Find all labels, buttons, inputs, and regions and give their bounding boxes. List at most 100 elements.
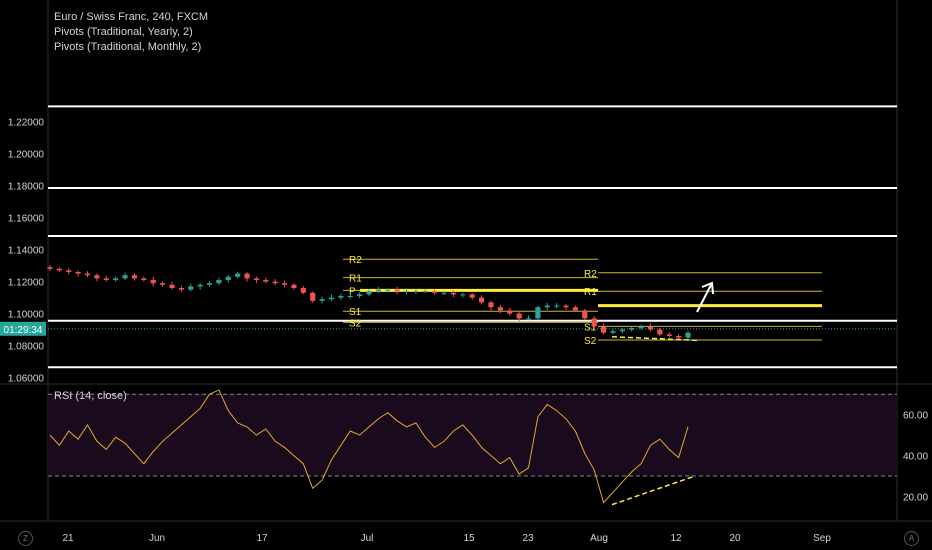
candle-body (150, 280, 156, 284)
rsi-tick-label: 60.00 (903, 411, 928, 422)
candle-body (225, 276, 231, 280)
candle-body (385, 289, 391, 291)
price-tag-label: 01:29:34 (4, 325, 43, 336)
y-tick-label: 1.06000 (8, 374, 45, 385)
y-tick-label: 1.10000 (8, 310, 45, 321)
price-tag (0, 321, 46, 336)
x-tick-label: Jun (149, 533, 165, 544)
candle-body (291, 284, 297, 288)
candle-body (647, 326, 654, 330)
candle-body (216, 280, 222, 284)
candle-body (610, 331, 616, 333)
y-tick-label: 1.08000 (8, 342, 45, 353)
x-tick-label: Aug (590, 533, 608, 544)
up-arrow-shaft (696, 282, 713, 313)
candle-body (122, 275, 128, 279)
candle-body (235, 273, 241, 277)
candle-body (131, 275, 138, 279)
candle-body (507, 310, 513, 314)
candle-body (197, 284, 203, 287)
y-tick-label: 1.16000 (8, 214, 45, 225)
candle-body (319, 299, 325, 301)
pivot-label: R2 (349, 255, 362, 266)
pivot-label: R2 (584, 269, 597, 280)
monthly-pivots-label[interactable]: Pivots (Traditional, Monthly, 2) (54, 41, 202, 53)
auto-scale-icon[interactable]: A (904, 531, 919, 546)
y-axis: 1.22000 1.20000 1.18000 1.16000 1.14000 1.120… (8, 118, 929, 504)
support-trendline (611, 336, 701, 342)
symbol-title[interactable]: Euro / Swiss Franc, 240, FXCM (54, 11, 209, 23)
candle-body (488, 302, 494, 308)
candle-body (357, 294, 363, 296)
candle-body (591, 318, 597, 327)
yearly-pivots-label[interactable]: Pivots (Traditional, Yearly, 2) (54, 26, 193, 38)
candle-body (441, 292, 447, 294)
x-axis: 21 Jun 17 Jul 15 23 Aug 12 20 Sep (62, 533, 831, 544)
candle-body (450, 292, 457, 295)
candle-body (206, 283, 213, 285)
pivot-label: R1 (584, 287, 597, 298)
candle-body (103, 278, 109, 280)
candle-body (666, 334, 672, 336)
candle-body (535, 307, 541, 319)
timezone-icon[interactable]: Z (18, 531, 33, 546)
candle-body (516, 313, 522, 319)
candle-body (366, 291, 372, 295)
rsi-tick-label: 40.00 (903, 452, 928, 463)
candle-body (281, 283, 288, 285)
candle-body (432, 291, 438, 293)
y-tick-label: 1.20000 (8, 150, 45, 161)
candle-body (338, 296, 344, 298)
candle-body (169, 284, 175, 288)
candle-body (347, 296, 353, 297)
x-tick-label: 12 (670, 533, 682, 544)
candle-body (375, 289, 381, 292)
y-tick-label: 1.18000 (8, 182, 45, 193)
pivot-label: R1 (349, 274, 362, 285)
candle-body (328, 297, 335, 300)
x-tick-label: 17 (256, 533, 268, 544)
up-arrow-head (701, 281, 714, 295)
candle-body (413, 291, 419, 293)
x-tick-label: 21 (62, 533, 74, 544)
chart-legend: Euro / Swiss Franc, 240, FXCM Pivots (Tr… (54, 10, 208, 55)
candle-body (582, 310, 588, 319)
candle-body (160, 283, 166, 285)
rsi-line (49, 389, 689, 504)
candle-body (600, 326, 607, 333)
x-tick-label: 20 (729, 533, 741, 544)
candle-body (113, 278, 119, 280)
y-tick-label: 1.22000 (8, 118, 45, 129)
candle-body (422, 291, 428, 293)
candle-body (47, 267, 53, 269)
candle-body (75, 272, 81, 274)
pivot-label: S1 (584, 322, 597, 333)
rsi-tick-label: 20.00 (903, 492, 928, 503)
candle-body (310, 292, 316, 301)
candle-body (676, 336, 682, 338)
candle-body (178, 288, 184, 290)
candle-body (66, 270, 72, 272)
candle-body (263, 280, 269, 282)
candle-body (629, 328, 635, 330)
candle-body (253, 278, 259, 280)
pivot-label: S1 (349, 307, 362, 318)
candle-body (403, 291, 410, 293)
x-tick-label: 15 (463, 533, 475, 544)
candle-body (300, 288, 306, 293)
rsi-legend-label[interactable]: RSI (14, close) (54, 390, 127, 402)
y-tick-label: 1.12000 (8, 278, 45, 289)
x-tick-label: Jul (361, 533, 374, 544)
candle-body (554, 305, 560, 307)
annotations: 01:29:34 (0, 281, 897, 342)
candle-body (469, 294, 475, 298)
candle-body (479, 297, 485, 303)
pivot-label: S2 (584, 336, 597, 347)
candle-body (188, 286, 194, 290)
pivot-label: S2 (349, 318, 362, 329)
candle-body (84, 273, 91, 276)
candle-body (544, 305, 550, 308)
candle-body (497, 307, 503, 311)
candle-body (525, 318, 532, 320)
